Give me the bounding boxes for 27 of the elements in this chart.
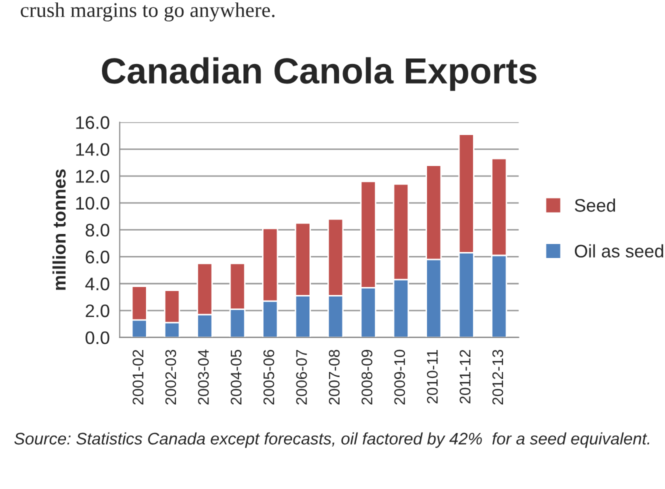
x-tick-label: 2012-13 bbox=[492, 350, 504, 405]
source-note: Source: Statistics Canada except forecasts, oil factored by 42% for a seed equivalent. bbox=[14, 432, 650, 448]
y-tick-label: 14.0 bbox=[76, 143, 110, 156]
x-tick-label: 2006-07 bbox=[296, 350, 307, 405]
x-tick-label: 2002-03 bbox=[165, 350, 176, 405]
x-tick-label: 2003-04 bbox=[198, 350, 209, 405]
legend-label: Oil as seed bbox=[574, 244, 664, 258]
x-tick-label: 2010-11 bbox=[426, 350, 438, 404]
y-tick-label: 4.0 bbox=[85, 278, 110, 290]
x-tick-label: 2011-12 bbox=[460, 350, 470, 404]
y-tick-label: 10.0 bbox=[76, 196, 110, 210]
y-tick-label: 16.0 bbox=[76, 116, 110, 129]
x-tick-label: 2005-06 bbox=[263, 350, 274, 405]
y-axis-title: million tonnes bbox=[52, 169, 66, 290]
y-tick-label: 2.0 bbox=[86, 304, 110, 318]
x-tick-label: 2007-08 bbox=[328, 350, 340, 405]
legend-label: Seed bbox=[574, 198, 616, 212]
text: crush margins to go anywhere. bbox=[20, 2, 275, 22]
y-tick-label: 6.0 bbox=[86, 250, 110, 264]
x-tick-label: 2009-10 bbox=[394, 350, 406, 405]
y-tick-label: 0.0 bbox=[86, 331, 110, 344]
y-tick-label: 8.0 bbox=[86, 224, 110, 237]
x-tick-label: 2004-05 bbox=[230, 350, 242, 405]
x-tick-label: 2001-02 bbox=[132, 350, 144, 405]
chart-title: Canadian Canola Exports bbox=[102, 57, 536, 91]
y-tick-label: 12.0 bbox=[76, 170, 110, 183]
x-tick-label: 2008-09 bbox=[362, 350, 372, 405]
